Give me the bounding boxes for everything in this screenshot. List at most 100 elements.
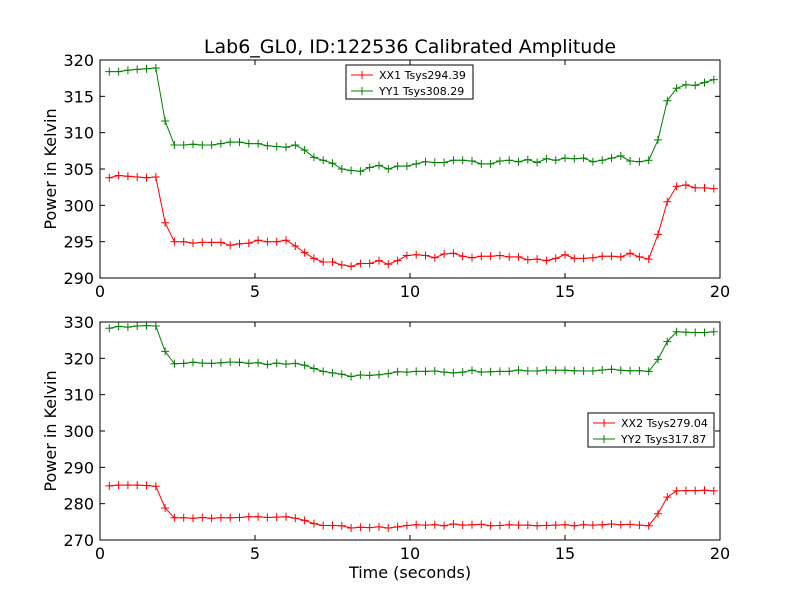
- data-point: [635, 157, 644, 166]
- data-point: [133, 65, 142, 74]
- data-point: [607, 365, 616, 374]
- data-point: [319, 367, 328, 376]
- data-point: [579, 520, 588, 529]
- data-point: [412, 367, 421, 376]
- data-point: [616, 252, 625, 261]
- legend-box: [587, 412, 715, 448]
- data-point: [337, 370, 346, 379]
- data-point: [356, 371, 365, 379]
- data-point: [375, 522, 383, 531]
- data-point: [235, 138, 244, 147]
- data-point: [458, 252, 467, 261]
- x-tick-label: 5: [250, 544, 260, 563]
- data-point: [179, 237, 188, 246]
- data-point: [495, 251, 504, 260]
- data-point: [319, 156, 328, 165]
- data-point: [570, 254, 579, 263]
- data-point: [458, 368, 467, 377]
- y-axis-label: Power in Kelvin: [41, 370, 60, 491]
- data-point: [254, 512, 263, 521]
- data-point: [170, 513, 179, 522]
- data-point: [449, 156, 458, 165]
- data-point: [672, 182, 681, 191]
- x-tick-label: 10: [400, 282, 420, 301]
- data-point: [468, 157, 476, 165]
- data-point: [468, 253, 476, 262]
- data-point: [449, 520, 458, 528]
- data-point: [105, 67, 114, 76]
- data-point: [291, 359, 300, 368]
- data-point: [384, 165, 393, 173]
- data-point: [198, 141, 207, 149]
- data-point: [263, 237, 272, 246]
- y-tick-label: 295: [63, 233, 94, 252]
- data-point: [142, 321, 151, 330]
- data-point: [588, 367, 597, 375]
- data-point: [412, 520, 421, 529]
- data-point: [691, 183, 700, 192]
- y-tick-label: 290: [63, 269, 94, 288]
- data-point: [161, 218, 170, 227]
- data-point: [300, 248, 309, 257]
- data-point: [654, 509, 662, 518]
- data-point: [579, 154, 588, 163]
- data-point: [226, 138, 235, 147]
- data-point: [244, 512, 253, 521]
- data-point: [216, 139, 225, 148]
- data-point: [133, 322, 142, 330]
- data-point: [365, 371, 374, 380]
- x-tick-label: 10: [400, 544, 420, 563]
- chart-panel-2: 0 5 10 15 20 270 280 290 300 310 320 330 Power in Ke…: [41, 313, 730, 563]
- data-point: [282, 360, 290, 369]
- data-point: [691, 328, 700, 337]
- data-point: [607, 520, 616, 528]
- data-point: [151, 64, 160, 72]
- data-point: [542, 256, 551, 265]
- data-point: [588, 157, 597, 166]
- data-point: [198, 238, 207, 247]
- data-point: [533, 158, 542, 167]
- data-point: [542, 521, 551, 530]
- data-point: [309, 153, 318, 162]
- data-point: [216, 513, 225, 522]
- data-point: [700, 328, 709, 337]
- data-point: [505, 156, 514, 165]
- data-point: [700, 486, 709, 495]
- data-point: [375, 370, 383, 379]
- data-point: [626, 520, 635, 529]
- data-point: [626, 157, 635, 165]
- data-point: [198, 513, 207, 522]
- data-point: [235, 513, 244, 522]
- data-point: [393, 162, 402, 171]
- data-point: [263, 360, 272, 369]
- data-point: [151, 322, 160, 330]
- data-point: [561, 520, 569, 529]
- series-line-2-1: [109, 484, 714, 529]
- data-point: [375, 161, 383, 170]
- data-point: [440, 250, 449, 258]
- chart-title: Lab6_GL0, ID:122536 Calibrated Amplitude: [204, 36, 616, 58]
- x-tick-label: 15: [555, 544, 575, 563]
- data-point: [505, 252, 514, 261]
- data-point: [663, 337, 672, 346]
- data-point: [533, 367, 542, 375]
- data-point: [235, 239, 244, 248]
- data-point: [272, 359, 281, 368]
- data-point: [663, 197, 672, 206]
- data-point: [337, 521, 346, 530]
- data-point: [430, 253, 439, 262]
- data-point: [644, 367, 653, 376]
- data-point: [263, 141, 272, 150]
- y-tick-label: 320: [63, 51, 94, 70]
- data-point: [430, 367, 439, 375]
- data-point: [347, 262, 356, 271]
- data-point: [179, 141, 188, 149]
- data-point: [133, 481, 142, 490]
- data-point: [356, 259, 365, 268]
- data-point: [393, 367, 402, 376]
- data-point: [691, 81, 700, 90]
- data-point: [635, 521, 644, 530]
- data-point: [468, 366, 476, 375]
- data-point: [495, 157, 504, 165]
- legend-marker: [358, 87, 366, 95]
